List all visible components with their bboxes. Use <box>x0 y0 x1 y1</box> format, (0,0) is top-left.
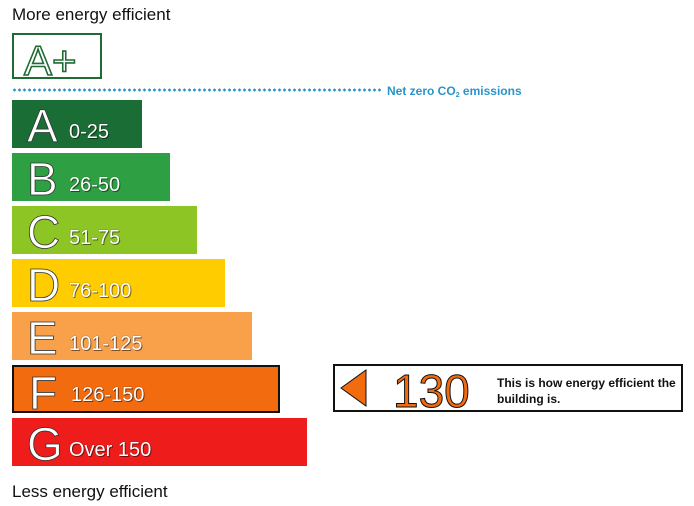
current-rating-description: This is how energy efficient the buildin… <box>497 376 676 406</box>
band-g: G Over 150 <box>12 418 307 471</box>
band-letter: D <box>27 259 60 311</box>
net-zero-label-text: Net zero CO <box>387 84 456 98</box>
band-letter-graphic: G <box>27 418 64 471</box>
band-range: 0-25 <box>69 121 110 143</box>
net-zero-label-subscript: 2 <box>455 92 460 99</box>
band-range: Over 150 <box>69 439 152 461</box>
band-a: A 0-25 <box>12 100 142 153</box>
band-letter-graphic: D <box>27 259 61 312</box>
band-range: 126-150 <box>71 384 145 406</box>
left-arrow-icon <box>340 369 367 407</box>
band-letter: C <box>27 206 60 258</box>
band-letter-graphic: E <box>27 312 58 365</box>
less-efficient-caption: Less energy efficient <box>12 482 168 501</box>
band-range: 101-125 <box>69 333 143 355</box>
net-zero-dotted-line <box>12 88 382 92</box>
a-plus-label: A+ <box>24 37 77 81</box>
a-plus-rating-box: A+ <box>12 33 102 81</box>
band-letter-graphic: F <box>29 367 58 420</box>
band-letter: G <box>27 418 63 470</box>
net-zero-label-suffix: emissions <box>459 84 522 98</box>
band-letter-graphic: C <box>27 206 61 259</box>
a-plus-letter: A+ <box>23 36 77 81</box>
rating-indicator-graphic: 130 <box>340 366 470 410</box>
band-range: 51-75 <box>69 227 121 249</box>
current-rating-indicator: 130 This is how energy efficient the bui… <box>333 364 683 412</box>
band-letter-graphic: B <box>27 153 58 206</box>
net-zero-label: Net zero CO2 emissions <box>387 84 522 99</box>
band-range: 76-100 <box>69 280 132 302</box>
band-d: D 76-100 <box>12 259 225 312</box>
band-letter-graphic: A <box>27 100 59 153</box>
band-letter: F <box>29 367 57 419</box>
more-efficient-caption: More energy efficient <box>12 5 171 24</box>
band-letter: A <box>27 100 58 152</box>
band-letter: E <box>27 312 58 364</box>
band-c: C 51-75 <box>12 206 197 259</box>
band-range: 26-50 <box>69 174 121 196</box>
band-letter: B <box>27 153 58 205</box>
band-b: B 26-50 <box>12 153 170 206</box>
band-e: E 101-125 <box>12 312 252 365</box>
band-f: F 126-150 <box>12 365 280 420</box>
current-rating-value: 130 <box>393 366 470 410</box>
